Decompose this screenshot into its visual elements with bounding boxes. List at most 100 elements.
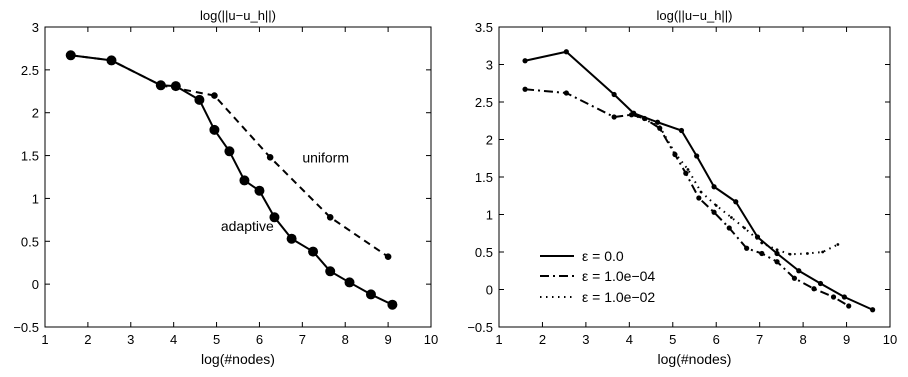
- data-point: [775, 248, 779, 252]
- data-point: [630, 113, 633, 117]
- x-tick-label: 10: [424, 332, 438, 347]
- x-tick-label: 1: [41, 332, 48, 347]
- data-point: [796, 268, 802, 274]
- x-tick-label: 1: [495, 332, 502, 347]
- x-tick-label: 8: [799, 332, 806, 347]
- y-tick-label: 1: [486, 208, 493, 223]
- data-point: [269, 212, 280, 223]
- data-point: [643, 117, 646, 121]
- y-tick-label: −0.5: [13, 320, 39, 335]
- y-tick-label: 1.5: [21, 149, 39, 164]
- data-point: [563, 49, 569, 55]
- left-chart: 1 2 3 4 5 6 7 8 9 10 −0.5 0 0.5 1 1.5 2 2.5 3 log(||u−u_h|…: [13, 8, 438, 367]
- data-point: [730, 216, 733, 219]
- x-axis-label: log(#nodes): [201, 351, 275, 367]
- data-point: [821, 250, 825, 254]
- data-point: [774, 259, 780, 265]
- data-point: [563, 90, 569, 96]
- data-point: [611, 114, 617, 120]
- data-point: [760, 241, 764, 245]
- data-point: [170, 81, 181, 92]
- series-line-1: [524, 88, 850, 307]
- data-point: [817, 280, 824, 287]
- data-point: [711, 184, 717, 190]
- data-point: [806, 252, 809, 255]
- data-point: [788, 252, 792, 256]
- y-tick-label: 0: [486, 283, 493, 298]
- data-point: [846, 303, 852, 309]
- data-point: [811, 286, 817, 292]
- data-point: [836, 243, 840, 246]
- annotation-label: uniform: [302, 149, 349, 165]
- chart-title: log(||u−u_h||): [200, 8, 276, 23]
- x-tick-label: 4: [626, 332, 633, 347]
- y-tick-label: 3: [486, 58, 493, 73]
- series-line-0: [70, 54, 393, 306]
- y-tick-label: 2: [32, 106, 39, 121]
- y-tick-label: 0.5: [21, 234, 39, 249]
- data-point: [678, 127, 685, 134]
- x-tick-label: 2: [539, 332, 546, 347]
- data-point: [308, 246, 319, 257]
- data-point: [108, 57, 115, 64]
- data-point: [743, 226, 746, 230]
- data-point: [686, 168, 690, 171]
- x-tick-label: 2: [84, 332, 91, 347]
- data-point: [384, 253, 392, 261]
- data-point: [658, 125, 662, 129]
- x-tick-label: 6: [713, 332, 720, 347]
- y-tick-label: 3.5: [475, 20, 493, 35]
- legend-entry: ε = 0.0: [582, 248, 624, 264]
- legend-entry: ε = 1.0e−02: [582, 289, 655, 305]
- data-point: [67, 51, 75, 59]
- data-point: [791, 275, 798, 281]
- y-tick-label: 0: [32, 277, 39, 292]
- data-point: [522, 86, 528, 92]
- x-tick-label: 5: [669, 332, 676, 347]
- data-point: [694, 153, 700, 159]
- x-tick-label: 7: [756, 332, 763, 347]
- data-point: [224, 146, 235, 157]
- x-tick-label: 9: [384, 332, 391, 347]
- x-tick-label: 5: [213, 332, 220, 347]
- series-line-0: [524, 50, 874, 311]
- data-point: [759, 250, 765, 257]
- data-point: [744, 245, 750, 251]
- data-point: [726, 225, 732, 231]
- data-point: [344, 277, 355, 288]
- chart-title: log(||u−u_h||): [656, 8, 732, 23]
- annotation-label: adaptive: [221, 218, 274, 234]
- y-tick-label: 2.5: [475, 95, 493, 110]
- data-point: [683, 170, 689, 176]
- data-point: [239, 175, 250, 186]
- x-tick-label: 8: [342, 332, 349, 347]
- data-point: [326, 213, 334, 221]
- data-point: [714, 204, 718, 207]
- data-point: [522, 58, 528, 64]
- data-point: [870, 307, 876, 313]
- data-point: [286, 233, 297, 244]
- y-tick-label: 0.5: [475, 245, 493, 260]
- x-tick-label: 10: [883, 332, 897, 347]
- data-point: [673, 151, 677, 155]
- data-point: [611, 91, 617, 98]
- x-tick-label: 6: [256, 332, 263, 347]
- y-tick-label: 2.5: [21, 63, 39, 78]
- data-point: [711, 209, 717, 215]
- data-point: [211, 92, 218, 99]
- data-point: [387, 299, 398, 310]
- data-point: [209, 124, 220, 135]
- data-point: [696, 195, 702, 201]
- data-point: [254, 185, 265, 196]
- plot-frame: [498, 26, 891, 328]
- x-tick-label: 3: [127, 332, 134, 347]
- y-tick-label: 3: [32, 20, 39, 35]
- data-point: [699, 190, 703, 194]
- x-tick-label: 9: [843, 332, 850, 347]
- x-tick-label: 3: [582, 332, 589, 347]
- data-point: [774, 250, 780, 257]
- x-tick-label: 7: [299, 332, 306, 347]
- plot-frame: [44, 26, 432, 328]
- x-tick-label: 4: [170, 332, 177, 347]
